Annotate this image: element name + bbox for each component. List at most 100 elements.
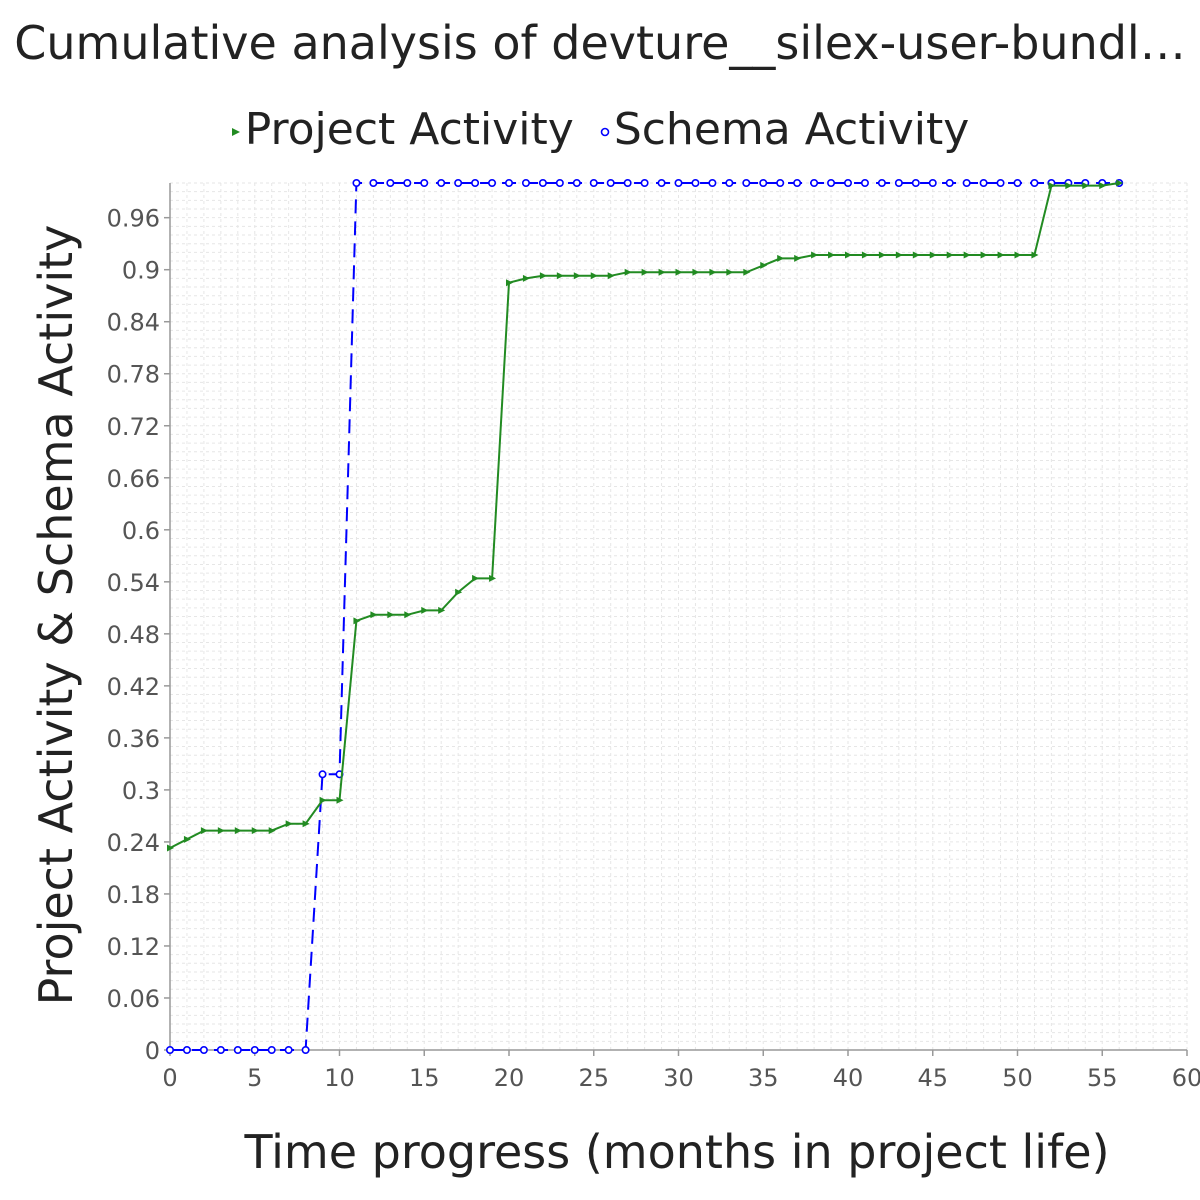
x-tick-label: 0 xyxy=(162,1064,177,1092)
data-point-project-activity xyxy=(234,827,242,835)
data-point-project-activity xyxy=(200,827,208,835)
data-point-project-activity xyxy=(539,272,547,280)
data-point-project-activity xyxy=(624,268,632,276)
data-point-project-activity xyxy=(506,279,513,287)
legend-item-schema-activity: Schema Activity xyxy=(600,104,969,155)
data-point-project-activity xyxy=(878,251,886,259)
data-point-schema-activity xyxy=(928,179,937,188)
series-layer xyxy=(166,179,1124,1055)
data-point-project-activity xyxy=(167,844,174,852)
data-point-schema-activity xyxy=(521,179,530,188)
data-point-project-activity xyxy=(845,251,852,259)
data-point-schema-activity xyxy=(911,179,920,188)
circle-marker-icon xyxy=(600,127,610,136)
data-point-project-activity xyxy=(421,606,429,614)
data-point-schema-activity xyxy=(504,179,513,188)
data-point-schema-activity xyxy=(369,179,378,188)
data-point-schema-activity xyxy=(657,179,666,188)
legend: Project Activity Schema Activity xyxy=(0,104,1200,155)
y-tick-label: 0.12 xyxy=(107,933,160,961)
axes xyxy=(164,183,1188,1056)
y-tick-label: 0.66 xyxy=(107,465,160,493)
data-point-schema-activity xyxy=(945,179,954,188)
data-point-schema-activity xyxy=(318,770,327,779)
data-point-project-activity xyxy=(404,611,412,619)
data-point-project-activity xyxy=(743,268,751,276)
data-point-schema-activity xyxy=(708,179,717,188)
y-tick-label: 0.84 xyxy=(107,309,160,337)
data-point-project-activity xyxy=(641,268,649,276)
y-tick-label: 0.6 xyxy=(122,517,160,545)
data-point-schema-activity xyxy=(894,179,903,188)
data-point-project-activity xyxy=(217,827,225,835)
y-tick-label: 0.24 xyxy=(107,829,160,857)
data-point-schema-activity xyxy=(555,179,564,188)
data-point-project-activity xyxy=(861,251,869,259)
legend-label-project-activity: Project Activity xyxy=(244,104,574,155)
x-tick-label: 40 xyxy=(833,1064,864,1092)
triangle-marker-icon xyxy=(231,127,240,136)
data-point-project-activity xyxy=(285,820,293,828)
data-point-schema-activity xyxy=(691,179,700,188)
y-tick-label: 0.36 xyxy=(107,725,160,753)
x-axis-title: Time progress (months in project life) xyxy=(243,1125,1109,1179)
y-tick-label: 0.54 xyxy=(107,569,160,597)
data-point-schema-activity xyxy=(725,179,734,188)
data-point-project-activity xyxy=(675,268,683,276)
data-point-schema-activity xyxy=(827,179,836,188)
data-point-schema-activity xyxy=(538,179,547,188)
data-point-project-activity xyxy=(590,272,598,280)
data-point-schema-activity xyxy=(420,179,429,188)
x-tick-label: 30 xyxy=(663,1064,694,1092)
data-point-schema-activity xyxy=(810,179,819,188)
y-tick-label: 0.18 xyxy=(107,881,160,909)
data-point-project-activity xyxy=(1014,251,1022,259)
data-point-project-activity xyxy=(268,827,276,835)
data-point-project-activity xyxy=(895,251,903,259)
data-point-schema-activity xyxy=(962,179,971,188)
data-point-schema-activity xyxy=(759,179,768,188)
data-point-project-activity xyxy=(929,251,937,259)
y-tick-label: 0.06 xyxy=(107,985,160,1013)
tick-labels: 0 5 10 15 20 25 30 35 40 45 50 55 60 0 0.06 0.12 0.18 0.2… xyxy=(107,205,1200,1092)
data-point-schema-activity xyxy=(403,179,412,188)
data-point-project-activity xyxy=(1031,251,1039,259)
x-tick-label: 50 xyxy=(1002,1064,1033,1092)
x-tick-label: 60 xyxy=(1172,1064,1200,1092)
x-tick-label: 20 xyxy=(494,1064,525,1092)
y-tick-label: 0 xyxy=(145,1037,160,1065)
data-point-project-activity xyxy=(489,574,497,582)
data-point-schema-activity xyxy=(589,179,598,188)
data-point-schema-activity xyxy=(454,179,463,188)
data-point-schema-activity xyxy=(860,179,869,188)
data-point-project-activity xyxy=(556,272,564,280)
data-point-project-activity xyxy=(607,272,615,280)
x-tick-label: 25 xyxy=(578,1064,609,1092)
x-tick-label: 5 xyxy=(247,1064,262,1092)
y-axis-title: Project Activity & Schema Activity xyxy=(29,225,83,1006)
data-point-schema-activity xyxy=(471,179,480,188)
y-tick-label: 0.72 xyxy=(107,413,160,441)
x-tick-label: 45 xyxy=(917,1064,948,1092)
data-point-project-activity xyxy=(472,574,480,582)
data-point-project-activity xyxy=(1048,182,1056,190)
y-tick-label: 0.96 xyxy=(107,205,160,233)
data-point-project-activity xyxy=(963,251,971,259)
x-tick-label: 35 xyxy=(748,1064,779,1092)
data-point-schema-activity xyxy=(996,179,1005,188)
data-point-project-activity xyxy=(946,251,954,259)
data-point-project-activity xyxy=(811,251,819,259)
data-point-schema-activity xyxy=(267,1046,276,1055)
data-point-project-activity xyxy=(997,251,1005,259)
data-point-schema-activity xyxy=(674,179,683,188)
data-point-project-activity xyxy=(438,606,446,614)
data-point-schema-activity xyxy=(1030,179,1039,188)
data-point-schema-activity xyxy=(623,179,632,188)
data-point-project-activity xyxy=(1116,179,1124,187)
y-tick-label: 0.9 xyxy=(122,257,160,285)
data-point-project-activity xyxy=(573,272,581,280)
data-point-project-activity xyxy=(794,254,802,262)
data-point-project-activity xyxy=(183,835,191,843)
data-point-project-activity xyxy=(302,820,310,828)
